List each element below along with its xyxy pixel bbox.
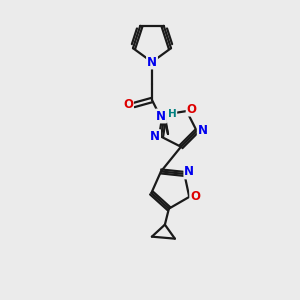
Text: O: O: [123, 98, 133, 110]
Text: N: N: [150, 130, 160, 143]
Text: H: H: [168, 109, 176, 119]
Text: N: N: [184, 165, 194, 178]
Text: N: N: [198, 124, 208, 137]
Text: O: O: [190, 190, 200, 203]
Text: N: N: [147, 56, 157, 68]
Text: N: N: [156, 110, 166, 122]
Text: O: O: [187, 103, 196, 116]
